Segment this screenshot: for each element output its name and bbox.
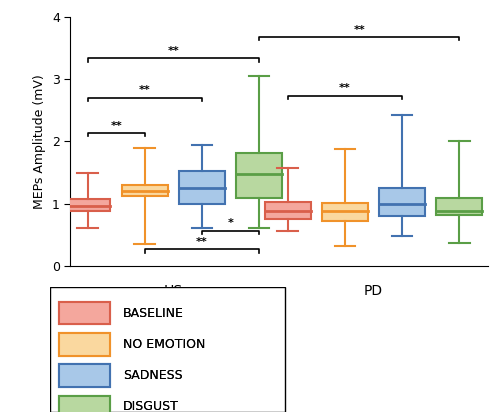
Text: NO EMOTION: NO EMOTION [123,338,205,351]
Text: **: ** [353,25,365,35]
Bar [379,188,425,216]
Text: BASELINE: BASELINE [123,307,184,320]
Text: **: ** [139,85,150,95]
Text: DISGUST: DISGUST [123,400,179,414]
Text: HS: HS [164,284,183,298]
Text: DISGUST: DISGUST [123,400,179,414]
Bar [236,153,282,198]
Bar [59,302,110,324]
Text: **: ** [167,46,179,56]
Bar [437,198,482,215]
Text: PD: PD [364,284,383,298]
Text: SADNESS: SADNESS [123,369,183,382]
Text: **: ** [196,237,208,247]
Bar [50,287,285,412]
Text: SADNESS: SADNESS [123,369,183,382]
Y-axis label: MEPs Amplitude (mV): MEPs Amplitude (mV) [33,74,46,209]
Bar [322,203,368,221]
Bar [59,333,110,356]
Bar [59,333,110,356]
Text: **: ** [110,121,122,131]
Text: NO EMOTION: NO EMOTION [123,338,205,351]
Text: *: * [228,218,233,228]
Bar [265,202,311,220]
Text: BASELINE: BASELINE [123,307,184,320]
Text: **: ** [339,83,351,93]
Bar [59,396,110,416]
Bar [59,364,110,387]
Bar [179,171,225,204]
Bar [65,199,111,211]
Bar [59,396,110,416]
Bar [59,364,110,387]
Bar [122,185,167,196]
Bar [59,302,110,324]
